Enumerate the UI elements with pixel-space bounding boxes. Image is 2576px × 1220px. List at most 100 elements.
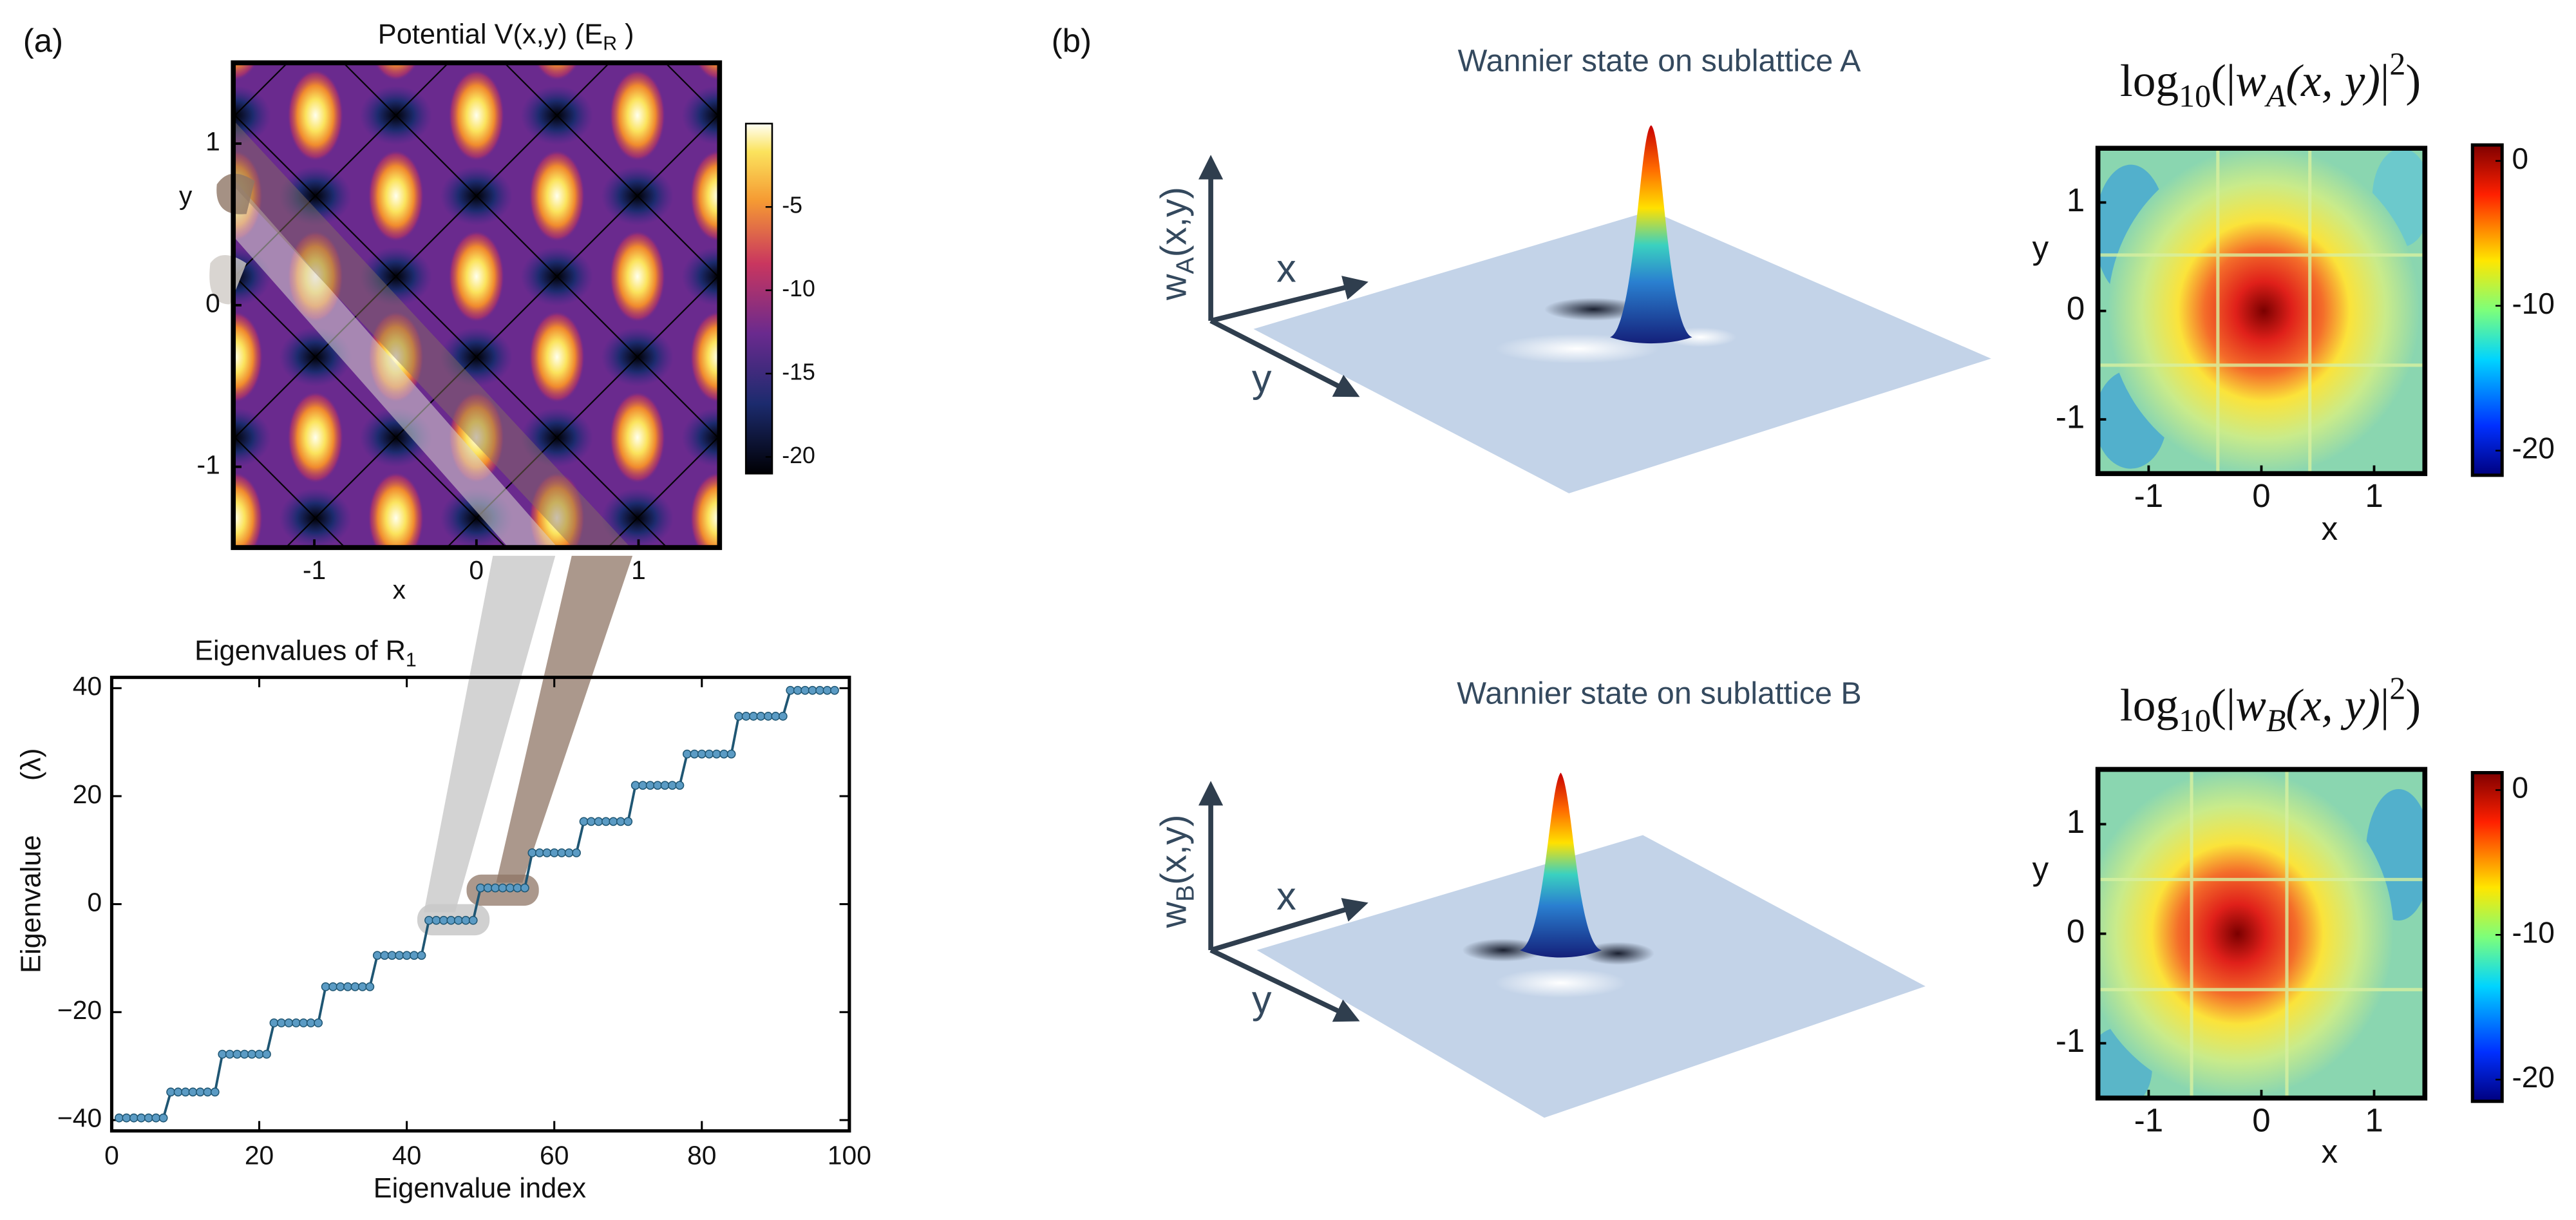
data-point — [630, 781, 640, 790]
data-point — [387, 951, 397, 960]
data-point — [498, 883, 507, 893]
data-point — [741, 712, 751, 721]
data-point — [793, 685, 802, 695]
y-tick-label: 1 — [2067, 182, 2085, 218]
text-part: 2 — [2389, 46, 2405, 82]
data-point — [763, 712, 773, 721]
colorbar-tick-label: -20 — [782, 443, 815, 468]
data-point — [158, 1113, 168, 1123]
x-axis-label: x — [1276, 247, 1296, 291]
highlight-connectors — [209, 173, 633, 936]
density-map-a — [2098, 148, 2425, 474]
data-point — [225, 1049, 234, 1059]
x-tick-label: 1 — [2365, 1101, 2383, 1138]
text-part: (| — [2211, 680, 2235, 731]
colorbar-tick-label: -20 — [2512, 1060, 2555, 1094]
data-point — [683, 749, 692, 759]
data-point — [115, 1113, 124, 1123]
data-point — [151, 1113, 161, 1123]
density-map-b — [2098, 769, 2425, 1098]
data-point — [778, 712, 788, 721]
data-point — [424, 915, 433, 925]
x-axis-label: x — [2322, 1133, 2338, 1170]
data-point — [365, 982, 375, 991]
data-point — [638, 781, 648, 790]
data-point — [336, 982, 345, 991]
x-tick-label: -1 — [2134, 1101, 2163, 1138]
x-axis-label: x — [2322, 510, 2338, 547]
data-point — [645, 781, 655, 790]
text-part: Eigenvalues of R — [194, 636, 406, 667]
data-point — [771, 712, 781, 721]
y-tick-label: 20 — [73, 779, 102, 809]
text-part: | — [2380, 56, 2389, 107]
colorbar-tick-label: 0 — [2512, 771, 2529, 805]
chart-title: log10(|wA(x, y)|2) — [2120, 46, 2421, 114]
data-point — [247, 1049, 256, 1059]
y-tick-label: −40 — [57, 1103, 102, 1133]
x-tick-label: 0 — [2252, 1101, 2270, 1138]
text-part: (| — [2211, 56, 2235, 107]
text-part: B — [1171, 885, 1200, 902]
y-tick-label: 0 — [2067, 290, 2085, 327]
y-axis-label: y — [1252, 357, 1272, 401]
text-part: log — [2120, 680, 2179, 731]
text-part: (x,y) — [1153, 187, 1193, 257]
x-tick-label: -1 — [2134, 477, 2163, 514]
data-point — [542, 848, 552, 857]
data-point — [527, 848, 537, 857]
data-point — [291, 1018, 301, 1027]
data-point — [815, 685, 824, 695]
data-point — [122, 1113, 131, 1123]
data-point — [372, 951, 382, 960]
data-point — [719, 749, 729, 759]
text-part: log — [2120, 56, 2179, 107]
data-point — [800, 685, 810, 695]
panel-label: (b) — [1052, 22, 1092, 59]
text-part: (x, y) — [2286, 56, 2380, 107]
text-part: 1 — [406, 649, 417, 671]
y-tick-label: -1 — [197, 450, 220, 479]
data-point — [350, 982, 360, 991]
data-point — [712, 749, 721, 759]
text-part: ) — [617, 19, 634, 50]
x-tick-label: 0 — [469, 555, 484, 585]
data-point — [734, 712, 743, 721]
y-axis-unit: (λ) — [15, 748, 46, 781]
x-axis-label: Eigenvalue index — [374, 1173, 587, 1204]
data-point — [468, 915, 478, 925]
data-point — [623, 817, 633, 826]
colorbar-tick-label: -15 — [782, 359, 815, 385]
y-tick-label: -1 — [2056, 399, 2085, 435]
data-point — [453, 915, 463, 925]
data-point — [380, 951, 390, 960]
y-axis-label: y — [1252, 978, 1272, 1022]
data-point — [137, 1113, 146, 1123]
colorbar-tick-label: -10 — [782, 276, 815, 301]
data-point — [232, 1049, 242, 1059]
colorbar — [2470, 770, 2504, 1103]
text-part: ) — [2405, 56, 2421, 107]
text-part: Potential V(x,y) (E — [378, 19, 603, 50]
data-point — [254, 1049, 264, 1059]
data-point — [446, 915, 456, 925]
chart-title: Wannier state on sublattice A — [1458, 43, 1861, 78]
colorbar-tick-label: -10 — [2512, 915, 2555, 949]
text-part: A — [2264, 78, 2286, 114]
text-part: 10 — [2179, 78, 2211, 114]
text-part: A — [1171, 256, 1200, 274]
data-point — [616, 817, 625, 826]
data-point — [668, 781, 677, 790]
text-part: w — [1153, 902, 1193, 929]
data-point — [830, 685, 839, 695]
z-axis-label: wB(x,y) — [1153, 815, 1199, 929]
colorbar-tick-label: -10 — [2512, 287, 2555, 320]
y-tick-label: 40 — [73, 671, 102, 701]
x-tick-label: 40 — [392, 1140, 421, 1170]
x-tick-label: 1 — [2365, 477, 2383, 514]
chart-title: Eigenvalues of R1 — [194, 636, 417, 671]
data-point — [262, 1049, 271, 1059]
data-point — [306, 1018, 316, 1027]
potential-field — [233, 62, 720, 548]
